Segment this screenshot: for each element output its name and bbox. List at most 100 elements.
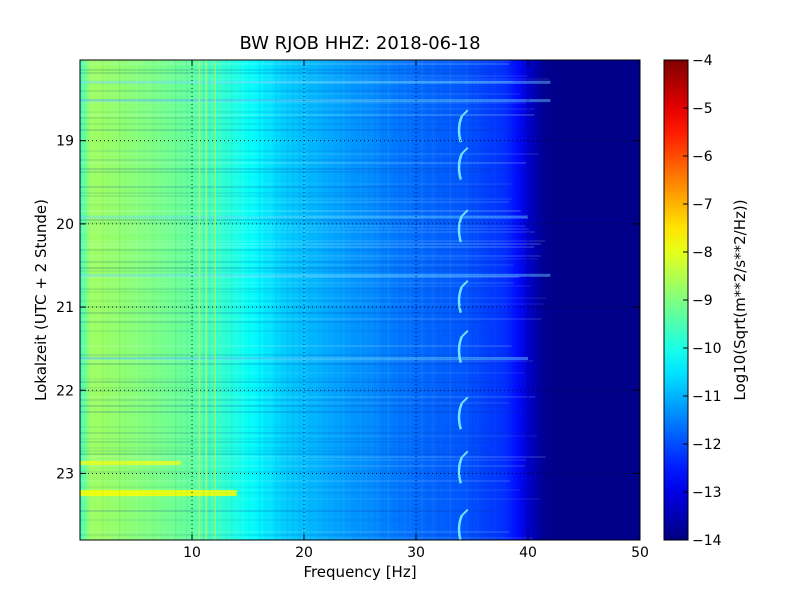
event-tail: [461, 396, 469, 404]
time-stripe: [80, 360, 533, 362]
time-stripe: [80, 306, 499, 308]
yellow-band: [80, 490, 237, 497]
time-stripe: [80, 222, 492, 224]
time-stripe: [80, 435, 538, 437]
frequency-stripe: [298, 60, 300, 540]
frequency-stripe: [461, 60, 462, 540]
frequency-stripe: [153, 60, 154, 540]
time-stripe: [80, 264, 514, 266]
frequency-stripe: [231, 60, 233, 540]
time-stripe: [80, 90, 528, 92]
frequency-stripe: [259, 60, 261, 540]
time-stripe: [80, 162, 527, 164]
frequency-line: [205, 60, 207, 540]
frequency-stripe: [337, 60, 339, 540]
time-stripe: [80, 117, 506, 119]
event-trace: [457, 456, 463, 484]
y-tick-label: 23: [56, 466, 74, 482]
time-stripe: [80, 255, 541, 257]
time-stripe: [80, 465, 525, 467]
frequency-stripe: [276, 60, 277, 540]
colorbar-tick-label: −5: [692, 101, 713, 117]
x-tick-label: 20: [295, 545, 313, 561]
time-stripe: [80, 519, 519, 521]
event-tail: [461, 109, 469, 117]
time-stripe: [80, 357, 521, 359]
frequency-stripe: [203, 60, 205, 540]
time-stripe: [80, 312, 512, 314]
colorbar-tick-label: −8: [692, 245, 713, 261]
time-stripe: [80, 63, 510, 65]
frequency-stripe: [472, 60, 473, 540]
frequency-stripe: [376, 60, 378, 540]
y-tick-label: 22: [56, 383, 74, 399]
time-stripe: [80, 231, 536, 233]
frequency-stripe: [142, 60, 143, 540]
colorbar-tick-label: −9: [692, 293, 713, 309]
yellow-band: [80, 460, 181, 465]
time-stripe: [80, 510, 501, 512]
frequency-stripe: [399, 60, 401, 540]
time-stripe: [80, 363, 501, 365]
time-stripe: [80, 243, 541, 245]
frequency-stripe: [416, 60, 417, 540]
time-stripe: [80, 459, 527, 461]
frequency-stripe: [91, 60, 93, 540]
time-stripe: [80, 438, 498, 440]
time-stripe: [80, 198, 512, 200]
time-stripe: [80, 171, 491, 173]
x-tick-label: 30: [407, 545, 425, 561]
frequency-stripe: [332, 60, 333, 540]
time-stripe: [80, 471, 502, 473]
time-stripe: [80, 381, 527, 383]
frequency-stripe: [388, 60, 389, 540]
time-stripe: [80, 330, 498, 332]
y-tick-label: 19: [56, 134, 74, 150]
time-stripe: [80, 258, 538, 260]
colorbar-label: Log10(Sqrt(m**2/s**2/Hz)): [731, 199, 749, 400]
frequency-stripe: [449, 60, 451, 540]
event-tail: [461, 329, 469, 338]
time-stripe: [80, 450, 489, 452]
time-stripe: [80, 81, 515, 83]
time-stripe: [80, 270, 501, 272]
frequency-stripe: [349, 60, 350, 540]
event-tail: [461, 450, 469, 458]
noise-band: [80, 99, 551, 103]
frequency-stripe: [404, 60, 406, 540]
frequency-stripe: [175, 60, 177, 540]
time-stripe: [80, 204, 502, 206]
frequency-stripe: [114, 60, 115, 540]
y-tick-label: 21: [56, 300, 74, 316]
time-stripe: [80, 282, 514, 284]
time-stripe: [80, 246, 535, 248]
time-stripe: [80, 168, 519, 170]
frequency-stripe: [488, 60, 490, 540]
time-stripe: [80, 93, 521, 95]
time-stripe: [80, 102, 527, 104]
time-stripe: [80, 99, 487, 101]
time-stripe: [80, 498, 540, 500]
event-trace: [457, 215, 463, 243]
frequency-stripe: [197, 60, 199, 540]
time-stripe: [80, 480, 511, 482]
time-stripe: [80, 303, 544, 305]
frequency-stripe: [169, 60, 171, 540]
frequency-stripe: [292, 60, 294, 540]
frequency-stripe: [494, 60, 496, 540]
time-stripe: [80, 276, 520, 278]
event-tail: [461, 280, 469, 288]
frequency-stripe: [444, 60, 445, 540]
event-tail: [461, 508, 469, 517]
frequency-stripe: [365, 60, 367, 540]
plot-frame: [79, 59, 641, 541]
frequency-stripe: [102, 60, 104, 540]
events-layer: [457, 109, 469, 540]
time-stripe: [80, 405, 514, 407]
event-tail: [461, 146, 469, 155]
time-stripe: [80, 225, 526, 227]
time-stripe: [80, 402, 511, 404]
event-trace: [457, 115, 463, 143]
time-stripe: [80, 111, 488, 113]
